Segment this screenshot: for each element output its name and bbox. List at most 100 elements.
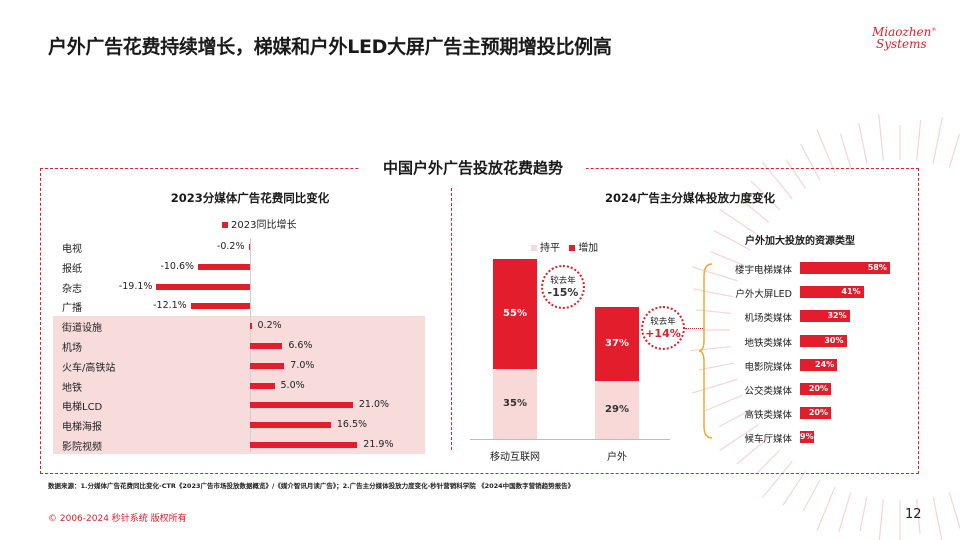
legend-swatch-increase	[569, 245, 576, 251]
sunburst-ray	[878, 499, 884, 540]
chart3-category-label: 候车厅媒体	[744, 434, 792, 446]
sunburst-ray	[750, 180, 781, 211]
chart1-bar	[250, 343, 283, 349]
sunburst-ray	[761, 461, 793, 499]
copyright: © 2006-2024 秒针系统 版权所有	[48, 514, 187, 524]
sunburst-ray	[785, 159, 807, 189]
chart3-bar: 30%	[800, 334, 847, 347]
chart1-category-label: 火车/高铁站	[62, 362, 116, 374]
chart3-category-label: 高铁类媒体	[744, 410, 792, 422]
chart1-legend: 2023同比增长	[222, 216, 296, 231]
chart3-bar: 32%	[800, 310, 850, 323]
legend-swatch-flat	[531, 245, 537, 251]
chart2-segment	[493, 259, 537, 369]
chart2-baseline	[470, 439, 670, 440]
chart1-category-label: 街道设施	[62, 323, 102, 335]
chart1-category-label: 报纸	[62, 263, 82, 275]
sunburst-ray	[713, 230, 751, 251]
chart2-connector	[685, 328, 703, 329]
sunburst-ray	[816, 486, 836, 531]
chart2-change-bubble: 较去年 -15%	[541, 265, 585, 309]
sunburst-ray	[704, 394, 744, 412]
chart1-title: 2023分媒体广告花费同比变化	[170, 191, 330, 205]
bubble-caption: 较去年	[550, 276, 576, 286]
chart1-category-label: 电梯海报	[62, 422, 102, 434]
chart1-value-label: 5.0%	[280, 379, 305, 391]
sunburst-ray	[802, 479, 821, 512]
sunburst-ray	[916, 499, 921, 535]
chart3-bar: 20%	[800, 407, 831, 420]
logo-line-1: Miaozhen®	[872, 25, 937, 39]
chart3-title: 户外加大投放的资源类型	[745, 236, 855, 247]
chart2-category-label: 移动互联网	[490, 452, 540, 463]
sunburst-ray	[692, 266, 738, 282]
chart1-bar	[250, 382, 275, 389]
sunburst-ray	[916, 119, 922, 161]
chart2-segment-label: 37%	[605, 338, 629, 349]
logo-line-2: Systems	[876, 37, 927, 51]
sunburst-ray	[878, 113, 884, 161]
sunburst-ray	[718, 409, 751, 428]
chart1-bar	[190, 303, 250, 310]
chart2-title: 2024广告主分媒体投放力度变化	[604, 191, 775, 205]
chart1-category-label: 电梯LCD	[62, 402, 103, 414]
sunburst-ray	[932, 117, 943, 164]
chart1-bar	[250, 402, 353, 409]
sunburst-ray	[838, 492, 852, 533]
chart1-category-label: 电视	[62, 244, 82, 255]
sunburst-ray	[719, 208, 759, 237]
brand-logo: Miaozhen® Systems	[872, 24, 937, 51]
sunburst-ray	[859, 496, 868, 532]
page-title: 户外广告花费持续增长，梯媒和户外LED大屏广告主预期增投比例高	[48, 36, 612, 58]
chart3-category-label: 电影院媒体	[744, 361, 792, 373]
chart3-bar: 20%	[800, 383, 831, 395]
chart1-value-label: 21.0%	[358, 399, 390, 411]
chart1-category-label: 地铁	[62, 382, 82, 394]
chart1-value-label: 0.2%	[257, 320, 282, 332]
chart1-bar	[250, 323, 252, 330]
sunburst-ray	[719, 423, 759, 452]
sunburst-ray	[736, 437, 769, 465]
chart1-value-label: 6.6%	[288, 340, 313, 351]
source-note: 数据来源：1.分媒体广告花费同比变化-CTR《2023广告市场投放数据概览》/《…	[48, 482, 575, 490]
chart3-bar: 24%	[800, 358, 838, 371]
chart1-category-label: 机场	[62, 343, 82, 354]
chart2-segment-label: 55%	[503, 308, 527, 319]
highlight-background	[53, 316, 425, 454]
chart2-segment	[595, 381, 639, 439]
sunburst-ray	[754, 449, 781, 476]
chart3-category-label: 公交类媒体	[744, 386, 792, 397]
chart3-category-label: 户外大屏LED	[735, 289, 792, 301]
sunburst-ray	[695, 309, 731, 314]
sunburst-ray	[858, 122, 868, 164]
chart1-bar	[250, 422, 331, 429]
bubble-value: +14%	[645, 327, 681, 340]
chart3-bar: 41%	[800, 286, 864, 299]
sunburst-ray	[710, 250, 744, 266]
panel-title: 中国户外广告投放花费趋势	[360, 157, 586, 178]
chart1-value-label: -0.2%	[216, 241, 245, 252]
sunburst-ray	[816, 129, 836, 174]
page-number: 12	[905, 507, 922, 522]
sunburst-ray	[948, 133, 960, 168]
bubble-value: -15%	[547, 286, 579, 299]
chart2-category-label: 户外	[607, 452, 627, 463]
bubble-caption: 较去年	[650, 317, 676, 327]
chart2-segment	[595, 307, 639, 381]
sunburst-ray	[692, 288, 734, 298]
chart1-bar	[250, 442, 358, 448]
chart2-change-bubble: 较去年 +14%	[641, 306, 685, 350]
chart3-bar: 58%	[800, 262, 890, 274]
chart2-segment	[493, 369, 537, 439]
chart1-bar	[248, 244, 250, 250]
chart1-value-label: -12.1%	[153, 300, 187, 312]
sunburst-ray	[839, 133, 852, 168]
chart3-brace	[698, 263, 713, 439]
chart1-value-label: 16.5%	[336, 419, 368, 431]
chart1-value-label: -19.1%	[118, 280, 153, 292]
chart1-category-label: 杂志	[62, 283, 82, 295]
